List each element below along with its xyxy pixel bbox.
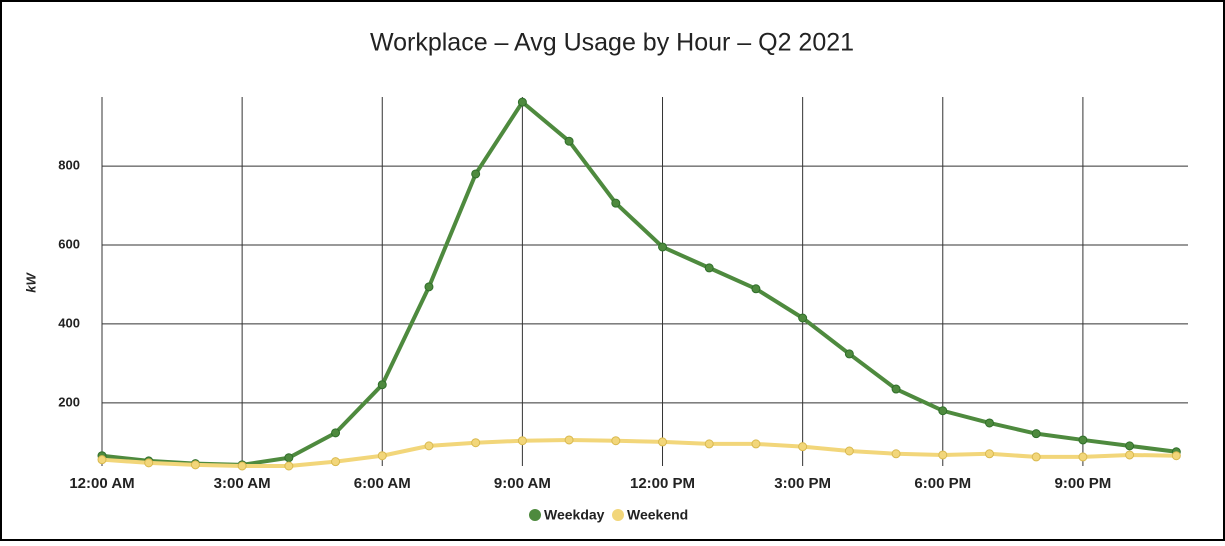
- data-point: [704, 439, 714, 449]
- data-point: [1078, 452, 1088, 462]
- data-point: [658, 242, 668, 252]
- y-tick-label: 400: [58, 315, 80, 330]
- data-point: [564, 136, 574, 146]
- y-tick-label: 200: [58, 394, 80, 409]
- chart-title: Workplace – Avg Usage by Hour – Q2 2021: [370, 29, 854, 57]
- x-tick-label: 12:00 AM: [69, 475, 134, 492]
- data-point: [938, 406, 948, 416]
- data-point: [611, 436, 621, 446]
- data-point: [938, 450, 948, 460]
- data-point: [331, 457, 341, 467]
- data-point: [190, 460, 200, 470]
- x-tick-label: 9:00 PM: [1055, 475, 1112, 492]
- x-tick-label: 3:00 PM: [774, 475, 831, 492]
- y-tick-label: 600: [58, 236, 80, 251]
- legend-marker: [612, 509, 624, 521]
- x-tick-label: 6:00 PM: [914, 475, 971, 492]
- data-point: [144, 458, 154, 468]
- series-line: [101, 437, 1177, 468]
- data-point: [284, 461, 294, 471]
- data-point: [611, 198, 621, 208]
- data-point: [1031, 452, 1041, 462]
- x-tick-label: 12:00 PM: [630, 475, 695, 492]
- data-point: [891, 384, 901, 394]
- data-point: [377, 380, 387, 390]
- data-point: [424, 441, 434, 451]
- legend-label: Weekday: [544, 507, 605, 523]
- data-point: [984, 418, 994, 428]
- data-point: [1031, 429, 1041, 439]
- data-point: [1078, 435, 1088, 445]
- data-point: [798, 442, 808, 452]
- legend: Weekday Weekend: [529, 507, 688, 523]
- data-point: [331, 428, 341, 438]
- data-point: [1125, 441, 1135, 451]
- data-point: [1171, 451, 1181, 461]
- data-point: [704, 263, 714, 273]
- data-point: [844, 349, 854, 359]
- series-line: [101, 100, 1177, 467]
- data-point: [891, 449, 901, 459]
- data-point: [284, 453, 294, 463]
- data-point: [424, 282, 434, 292]
- data-point: [564, 435, 574, 445]
- data-point: [751, 284, 761, 294]
- data-point: [517, 97, 527, 107]
- y-tick-label: 800: [58, 158, 80, 173]
- data-point: [97, 455, 107, 465]
- legend-label: Weekend: [627, 507, 688, 523]
- data-point: [658, 437, 668, 447]
- data-point: [751, 439, 761, 449]
- y-axis-label: kW: [23, 272, 38, 293]
- data-point: [471, 169, 481, 179]
- data-point: [237, 461, 247, 471]
- data-point: [517, 436, 527, 446]
- data-point: [1125, 450, 1135, 460]
- x-tick-label: 9:00 AM: [494, 475, 551, 492]
- data-point: [377, 451, 387, 461]
- data-point: [798, 313, 808, 323]
- data-point: [844, 446, 854, 456]
- x-tick-label: 6:00 AM: [354, 475, 411, 492]
- x-tick-label: 3:00 AM: [214, 475, 271, 492]
- data-point: [984, 449, 994, 459]
- legend-marker: [529, 509, 541, 521]
- data-point: [471, 438, 481, 448]
